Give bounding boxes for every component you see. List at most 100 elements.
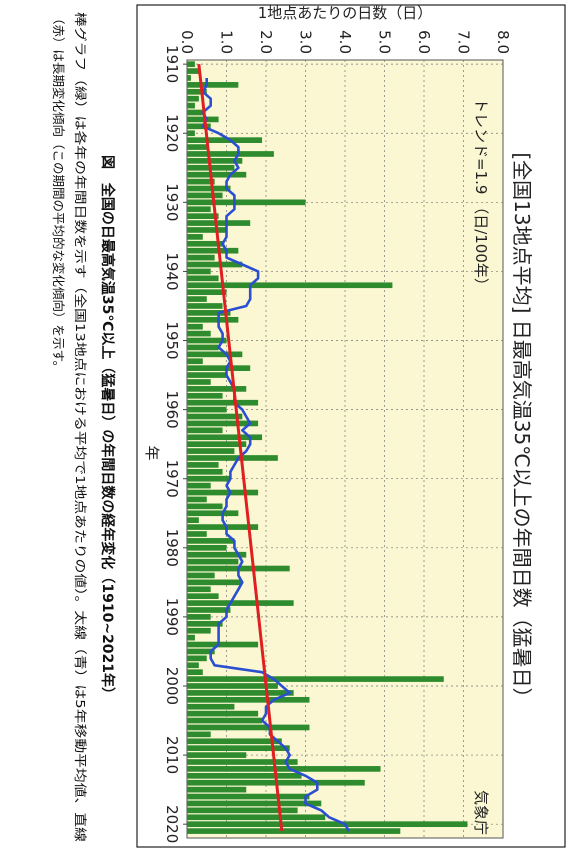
caption-title: 図 全国の日最高気温35℃以上（猛暑日）の年間日数の経年変化（1910~2021…	[99, 155, 116, 701]
x-tick-label: 1990	[163, 598, 181, 636]
bar	[187, 828, 401, 834]
chart-title: [全国13地点平均] 日最高気温35℃以上の年間日数（猛暑日）	[510, 152, 534, 707]
bar	[186, 151, 274, 157]
bar	[186, 261, 243, 268]
bar	[187, 696, 310, 703]
bar	[187, 95, 199, 102]
bar	[187, 752, 247, 758]
bar	[187, 558, 239, 565]
bar	[187, 227, 227, 233]
y-tick-label: 8.0	[494, 30, 512, 54]
bar	[187, 420, 259, 427]
bar	[187, 372, 227, 378]
trend-line	[197, 63, 284, 832]
bar	[186, 254, 215, 261]
bar	[187, 551, 247, 558]
bar	[187, 337, 227, 344]
bar	[187, 489, 259, 496]
bar	[186, 323, 203, 330]
bar	[187, 82, 239, 88]
caption-line-2: 棒グラフ（緑）は各年の年間日数を示す（全国13地点における平均で1地点あたりの値…	[73, 12, 88, 843]
bar	[187, 199, 306, 206]
bar	[187, 655, 207, 662]
bar	[187, 745, 290, 752]
y-tick-label: 6.0	[415, 30, 433, 54]
bar	[187, 441, 247, 447]
x-tick-label: 1930	[163, 183, 181, 221]
y-tick-label: 5.0	[376, 30, 394, 54]
bar	[187, 517, 199, 523]
y-tick-label: 2.0	[257, 30, 275, 54]
bar	[187, 330, 211, 337]
bar	[186, 109, 203, 116]
line-series	[197, 63, 351, 832]
bar	[187, 710, 259, 717]
bar	[186, 579, 243, 586]
trend-label: トレンド=1.9 （日/100年）	[472, 98, 490, 293]
bar	[186, 392, 223, 399]
bar	[187, 316, 239, 323]
bar	[187, 800, 322, 807]
bar	[187, 662, 199, 669]
y-tick-label: 4.0	[336, 30, 354, 54]
bar	[187, 510, 239, 517]
bar	[187, 641, 259, 648]
bar	[187, 759, 298, 765]
bar	[186, 503, 223, 510]
bar	[187, 171, 247, 178]
bar	[186, 351, 243, 358]
x-tick-label: 1960	[163, 391, 181, 429]
bar	[187, 289, 227, 295]
y-tick-label: 1.0	[218, 30, 236, 54]
bar	[187, 766, 381, 772]
bar	[187, 786, 247, 793]
bar	[186, 234, 203, 240]
bar	[187, 75, 191, 81]
bar	[187, 683, 278, 689]
x-tick-label: 1970	[163, 460, 181, 498]
bar	[187, 524, 259, 530]
bar	[187, 365, 251, 371]
bar-series	[186, 61, 468, 834]
x-tick-label: 2010	[163, 736, 181, 774]
bar	[186, 600, 294, 606]
bar	[186, 572, 215, 579]
y-tick-label: 3.0	[297, 30, 315, 54]
bar	[187, 593, 219, 600]
bar	[186, 158, 243, 164]
bar	[186, 634, 195, 641]
bar	[186, 717, 263, 724]
bar	[186, 178, 215, 185]
bar	[187, 731, 211, 738]
bar	[187, 544, 227, 551]
bar	[187, 275, 219, 282]
bar	[187, 531, 207, 537]
bar	[187, 586, 211, 593]
bar	[187, 406, 227, 413]
axis-ticks: 0.0 1.0 2.0 3.0 4.0 5.0 6.0 7.0 8.0 1910 1920 1930 1…	[163, 30, 512, 843]
bar	[187, 344, 219, 351]
y-tick-label: 0.0	[178, 30, 196, 54]
bar	[187, 185, 231, 192]
bar	[187, 455, 278, 461]
bar	[186, 669, 203, 676]
bar	[187, 68, 199, 74]
bar	[187, 386, 247, 392]
bar	[187, 814, 326, 821]
bar	[186, 192, 223, 199]
bar	[187, 206, 211, 213]
bar	[187, 482, 211, 489]
bar	[187, 607, 231, 613]
bar	[187, 462, 219, 468]
y-tick-label: 7.0	[455, 30, 473, 54]
y-axis-label: 1地点あたりの日数（日）	[258, 4, 433, 22]
bar	[187, 144, 207, 150]
bar	[187, 614, 211, 620]
bar	[186, 648, 215, 655]
bar	[186, 434, 263, 441]
bar	[186, 821, 468, 828]
bar	[186, 448, 235, 454]
